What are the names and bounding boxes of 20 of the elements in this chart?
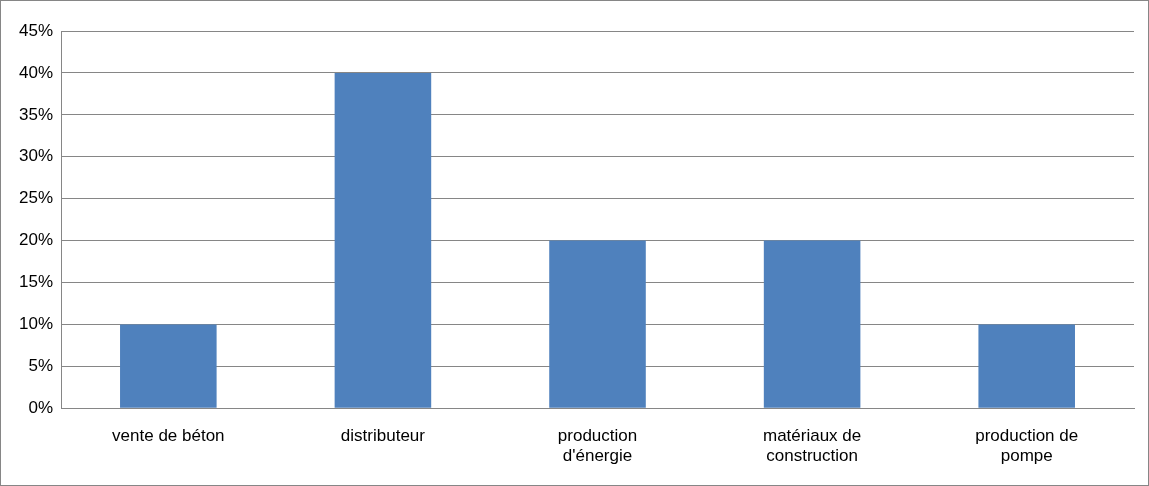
y-tick-label: 40% <box>18 62 54 82</box>
bar <box>549 240 646 408</box>
y-tick-label: 20% <box>18 230 54 250</box>
bar <box>334 72 432 408</box>
x-tick-label: distributeur <box>340 426 426 446</box>
y-tick-label: 30% <box>18 146 54 166</box>
bar <box>978 324 1075 408</box>
y-tick-label: 10% <box>18 314 54 334</box>
y-tick-label: 0% <box>28 397 54 417</box>
y-tick-label: 25% <box>18 188 54 208</box>
bar <box>120 324 217 408</box>
y-tick-label: 35% <box>18 104 54 124</box>
x-tick-label: production de pompe <box>975 426 1079 466</box>
x-tick-label: production d'énergie <box>557 426 638 466</box>
y-tick-label: 45% <box>18 20 54 40</box>
bar <box>763 240 861 408</box>
x-tick-label: matériaux de construction <box>762 426 862 466</box>
y-tick-label: 15% <box>18 272 54 292</box>
x-tick-label: vente de béton <box>112 426 225 446</box>
y-tick-label: 5% <box>28 355 54 375</box>
